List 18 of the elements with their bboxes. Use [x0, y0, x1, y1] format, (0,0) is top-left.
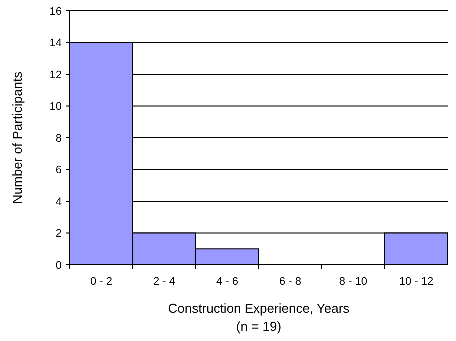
- y-tick-label: 14: [50, 38, 62, 50]
- y-tick-label: 10: [50, 101, 62, 114]
- x-tick-label: 4 - 6: [216, 276, 239, 288]
- y-tick-label: 12: [50, 69, 62, 82]
- y-tick-label: 2: [56, 228, 62, 240]
- x-tick-label: 0 - 2: [90, 276, 113, 288]
- x-tick-label: 8 - 10: [339, 276, 368, 288]
- y-tick-label: 0: [56, 260, 62, 272]
- x-tick-label: 10 - 12: [399, 276, 434, 288]
- x-axis-title: Construction Experience, Years: [168, 301, 350, 316]
- x-tick-label: 2 - 4: [153, 276, 176, 288]
- text: (n = 19): [236, 319, 282, 334]
- y-tick-label: 6: [56, 164, 62, 177]
- y-tick-label: 16: [50, 6, 62, 18]
- y-tick-label: 8: [56, 132, 62, 145]
- x-tick-label: 6 - 8: [279, 276, 302, 288]
- y-axis-title: Number of Participants: [10, 71, 25, 204]
- y-tick-label: 4: [56, 196, 62, 208]
